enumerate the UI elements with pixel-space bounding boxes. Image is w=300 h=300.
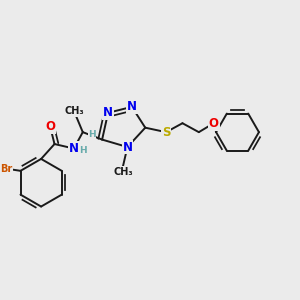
Text: N: N	[127, 100, 137, 113]
Text: CH₃: CH₃	[64, 106, 84, 116]
Text: H: H	[88, 130, 96, 139]
Text: CH₃: CH₃	[113, 167, 133, 177]
Text: S: S	[162, 126, 170, 139]
Text: N: N	[122, 140, 132, 154]
Text: N: N	[103, 106, 113, 119]
Text: Br: Br	[0, 164, 12, 174]
Text: O: O	[45, 120, 55, 133]
Text: H: H	[79, 146, 87, 155]
Text: O: O	[209, 117, 219, 130]
Text: N: N	[69, 142, 79, 155]
